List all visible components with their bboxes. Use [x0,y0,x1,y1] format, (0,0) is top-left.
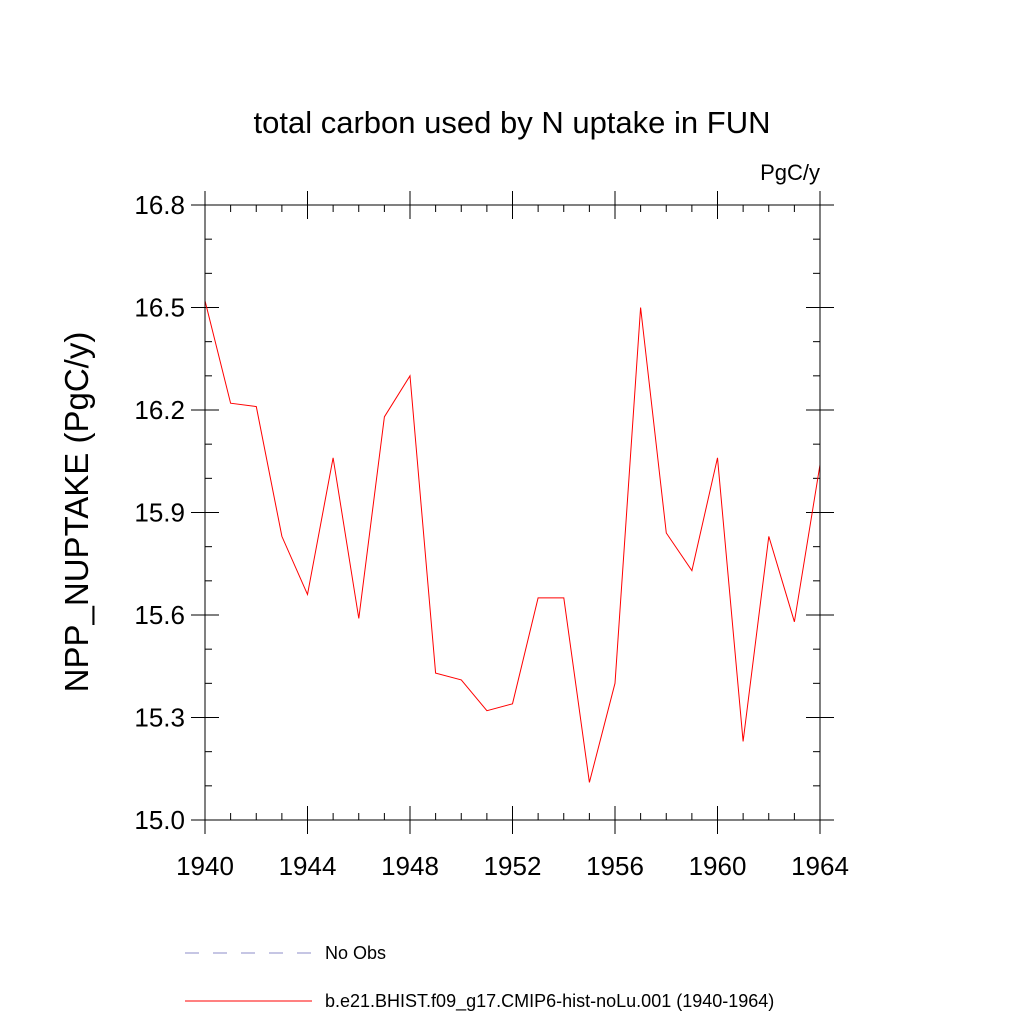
legend-label-noobs: No Obs [325,943,386,963]
x-tick-label: 1940 [176,851,234,881]
x-tick-label: 1960 [689,851,747,881]
axis-tick-labels: 1940 1944 1948 1952 1956 1960 1964 15.0 15.3 15.6… [134,190,849,881]
y-tick-label: 15.3 [134,703,185,733]
plot-lines [204,300,821,783]
x-tick-label: 1964 [791,851,849,881]
chart-title: total carbon used by N uptake in FUN [254,105,771,140]
y-axis-label: NPP_NUPTAKE (PgC/y) [58,332,95,693]
y-tick-label: 16.5 [134,293,185,323]
y-tick-label: 15.6 [134,600,185,630]
y-tick-label: 16.2 [134,395,185,425]
x-tick-label: 1956 [586,851,644,881]
axis-ticks [191,191,834,834]
series-line-0 [204,300,821,783]
x-tick-label: 1948 [381,851,439,881]
y-tick-label: 15.0 [134,805,185,835]
plot-frame [204,204,821,821]
legend-label-model: b.e21.BHIST.f09_g17.CMIP6-hist-noLu.001 … [325,991,774,1012]
units-label: PgC/y [760,160,820,185]
x-tick-label: 1952 [484,851,542,881]
y-tick-label: 16.8 [134,190,185,220]
x-tick-label: 1944 [279,851,337,881]
y-tick-label: 15.9 [134,498,185,528]
legend: No Obs b.e21.BHIST.f09_g17.CMIP6-hist-no… [185,943,774,1012]
